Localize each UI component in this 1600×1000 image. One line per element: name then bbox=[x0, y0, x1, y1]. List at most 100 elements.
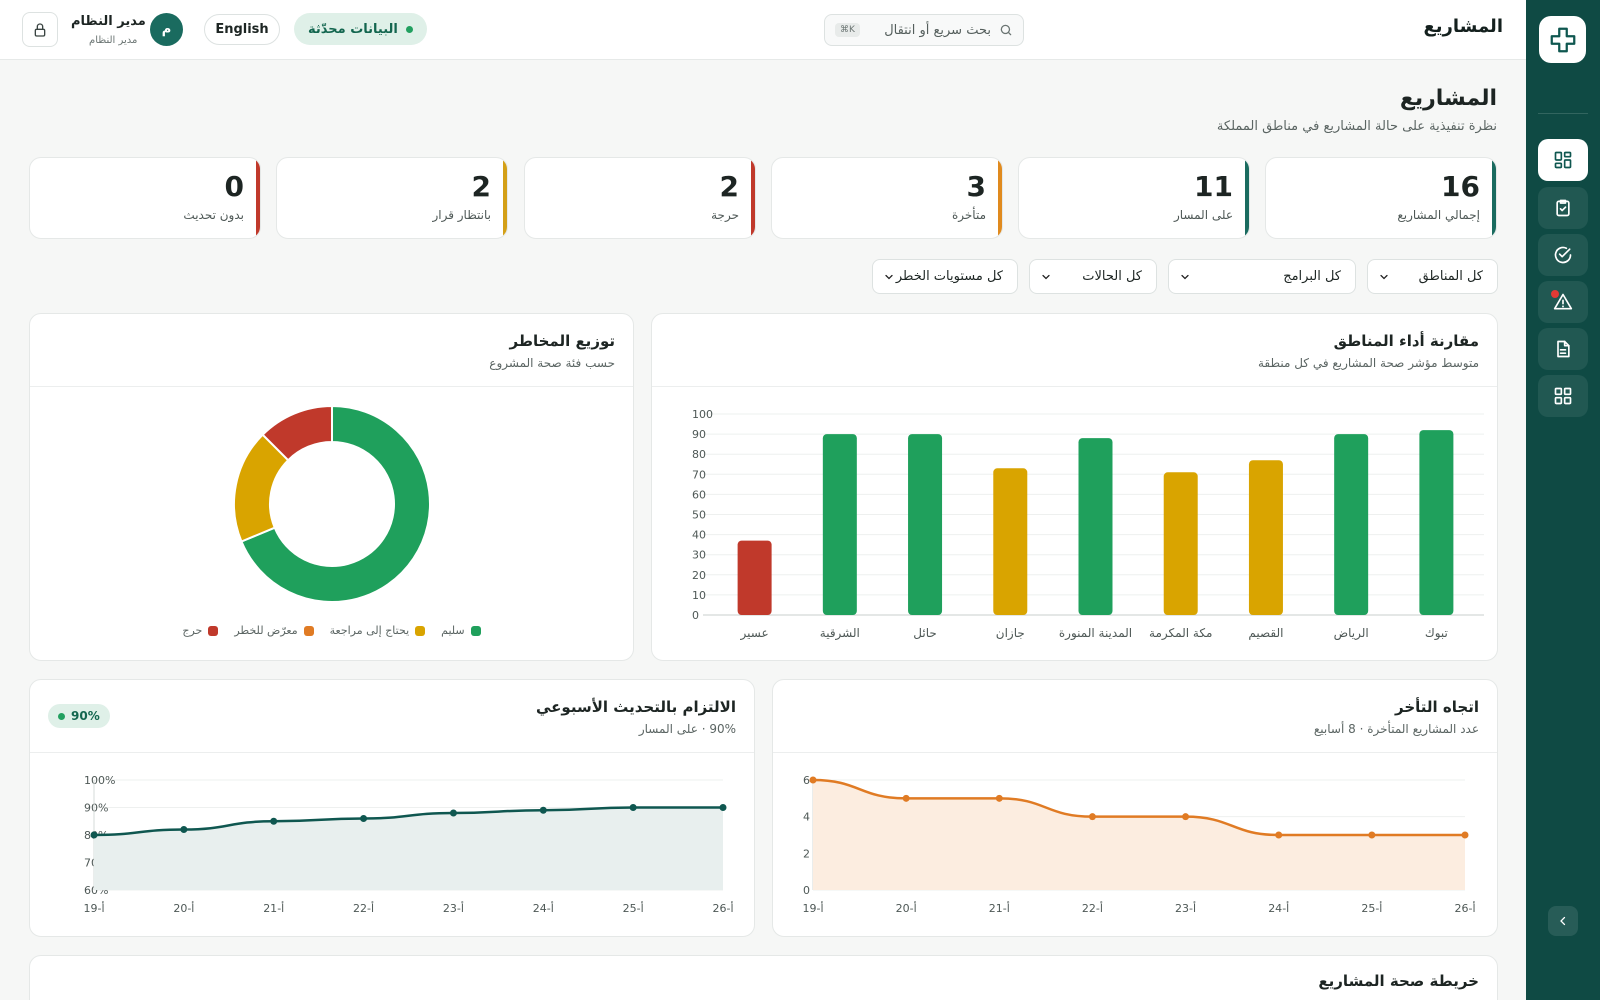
y-tick-label: 20 bbox=[692, 569, 706, 582]
donut-slice-0 bbox=[240, 404, 431, 603]
chevron-down-icon bbox=[1380, 274, 1388, 279]
filter-regions[interactable]: كل المناطق bbox=[1367, 259, 1498, 294]
status-dot bbox=[405, 25, 413, 33]
x-tick-label: الشرقية bbox=[820, 626, 860, 641]
kpi-value: 3 bbox=[966, 170, 986, 203]
card-divider bbox=[30, 386, 633, 387]
bar-7 bbox=[822, 434, 857, 615]
data-point bbox=[809, 776, 817, 784]
data-point bbox=[995, 794, 1003, 802]
data-point bbox=[1368, 831, 1376, 839]
series-line bbox=[93, 806, 723, 837]
y-tick-label: 70 bbox=[692, 468, 706, 481]
chevron-down-icon bbox=[1042, 274, 1050, 279]
kpi-value: 11 bbox=[1194, 170, 1233, 203]
avatar[interactable]: م bbox=[150, 13, 183, 46]
legend-label: يحتاج إلى مراجعة bbox=[329, 624, 410, 637]
nav-approvals[interactable] bbox=[1538, 234, 1588, 276]
app-logo[interactable] bbox=[1539, 16, 1586, 63]
card-title: مقارنة أداء المناطق bbox=[1333, 332, 1479, 350]
legend-swatch bbox=[415, 625, 426, 636]
lock-icon bbox=[34, 22, 46, 37]
kpi-label: بانتظار قرار bbox=[432, 208, 491, 222]
kpi-pending-decision[interactable]: 2 بانتظار قرار bbox=[276, 157, 508, 239]
nav-dashboard[interactable] bbox=[1538, 139, 1588, 181]
filter-risk-levels-value: كل مستويات الخطر bbox=[895, 269, 1003, 284]
y-tick-label: 2 bbox=[803, 847, 810, 860]
y-tick-label: 40 bbox=[692, 529, 706, 542]
kpi-label: إجمالي المشاريع bbox=[1397, 208, 1480, 222]
y-tick-label: 90% bbox=[84, 802, 108, 815]
x-tick-label: أ-19 bbox=[83, 901, 104, 915]
kpi-on-track[interactable]: 11 على المسار bbox=[1018, 157, 1250, 239]
nav-apps[interactable] bbox=[1538, 375, 1588, 417]
delay-trend-chart: 0 2 4 6 أ-19 أ-20 أ-21 أ-22 أ-23 أ-24 أ-25 أ-26 bbox=[802, 774, 1475, 915]
risk-distribution-card: توزيع المخاطر حسب فئة صحة المشروع سليم يح… bbox=[29, 313, 634, 661]
search-input[interactable]: بحث سريع أو انتقال ⌘K bbox=[824, 14, 1024, 46]
data-point bbox=[180, 826, 188, 833]
chevron-down-icon bbox=[885, 274, 893, 279]
data-point bbox=[1182, 813, 1190, 821]
legend-item: سليم bbox=[441, 624, 481, 637]
document-icon bbox=[1557, 340, 1570, 358]
delay-trend-card: اتجاه التأخر عدد المشاريع المتأخرة · 8 أ… bbox=[772, 679, 1498, 937]
kpi-critical[interactable]: 2 حرجة bbox=[524, 157, 756, 239]
nav-tasks[interactable] bbox=[1538, 187, 1588, 229]
kpi-value: 16 bbox=[1441, 170, 1480, 203]
lock-button[interactable] bbox=[22, 12, 58, 47]
legend-swatch bbox=[303, 625, 314, 636]
filter-statuses[interactable]: كل الحالات bbox=[1029, 259, 1157, 294]
data-status-badge: البيانات محدّثة bbox=[294, 13, 427, 45]
sidebar-collapse-button[interactable] bbox=[1548, 906, 1578, 936]
y-tick-label: 60 bbox=[692, 488, 706, 501]
x-tick-label: أ-26 bbox=[1454, 901, 1475, 915]
card-title: توزيع المخاطر bbox=[509, 332, 615, 350]
card-title: اتجاه التأخر bbox=[1395, 698, 1479, 716]
x-tick-label: الرياض bbox=[1334, 626, 1369, 641]
header-title: المشاريع bbox=[1423, 16, 1504, 37]
kpi-value: 2 bbox=[719, 170, 739, 203]
notification-dot bbox=[1551, 290, 1559, 298]
filter-regions-value: كل المناطق bbox=[1418, 269, 1483, 284]
card-divider bbox=[773, 752, 1497, 753]
search-icon bbox=[1000, 24, 1012, 36]
y-tick-label: 50 bbox=[692, 509, 706, 522]
area-fill bbox=[813, 780, 1465, 890]
legend-item: حرج bbox=[182, 624, 219, 637]
nav-reports[interactable] bbox=[1538, 328, 1588, 370]
chevron-down-icon bbox=[1181, 274, 1189, 279]
legend-item: معرّض للخطر bbox=[234, 624, 314, 637]
badge-dot bbox=[58, 712, 65, 720]
y-tick-label: 100% bbox=[84, 774, 115, 787]
user-name: مدير النظام bbox=[71, 14, 146, 29]
filter-risk-levels[interactable]: كل مستويات الخطر bbox=[872, 259, 1018, 294]
y-tick-label: 30 bbox=[692, 549, 706, 562]
data-point bbox=[270, 817, 278, 825]
x-tick-label: أ-20 bbox=[173, 901, 194, 915]
kpi-label: بدون تحديث bbox=[183, 208, 244, 222]
x-tick-label: عسير bbox=[740, 626, 769, 641]
sidebar-divider bbox=[1538, 113, 1588, 114]
project-health-map-card: خريطة صحة المشاريع bbox=[29, 955, 1498, 1000]
kpi-delayed[interactable]: 3 متأخرة bbox=[771, 157, 1003, 239]
kpi-label: حرجة bbox=[711, 208, 739, 222]
kpi-value: 2 bbox=[471, 170, 491, 203]
data-point bbox=[902, 794, 910, 802]
language-toggle[interactable]: English bbox=[204, 14, 280, 45]
card-subtitle: 90% · على المسار bbox=[638, 722, 736, 736]
kpi-value: 0 bbox=[224, 170, 244, 203]
page-title: المشاريع bbox=[1399, 86, 1497, 111]
filter-programs[interactable]: كل البرامج bbox=[1168, 259, 1356, 294]
nav-risks[interactable] bbox=[1538, 281, 1588, 323]
data-point bbox=[1461, 831, 1469, 839]
kpi-no-update[interactable]: 0 بدون تحديث bbox=[29, 157, 261, 239]
kpi-total-projects[interactable]: 16 إجمالي المشاريع bbox=[1265, 157, 1497, 239]
x-tick-label: مكة المكرمة bbox=[1149, 626, 1212, 641]
filter-programs-value: كل البرامج bbox=[1283, 269, 1341, 284]
x-tick-label: أ-25 bbox=[1361, 901, 1382, 915]
medical-cross-icon bbox=[1550, 27, 1575, 52]
bar-2 bbox=[1248, 460, 1283, 615]
bar-6 bbox=[908, 434, 943, 615]
x-tick-label: تبوك bbox=[1425, 626, 1448, 641]
kpi-accent-bar bbox=[751, 158, 755, 238]
